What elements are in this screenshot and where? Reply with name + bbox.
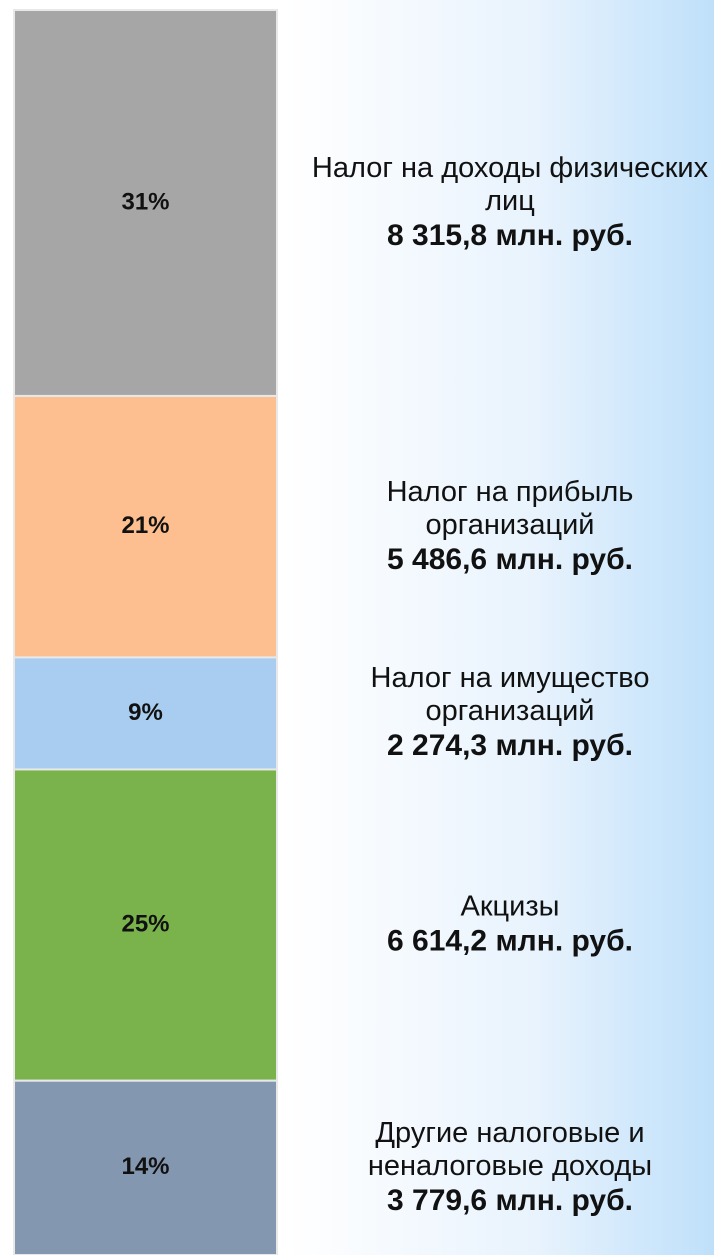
- value-label: 9%: [128, 699, 163, 726]
- segment-label: Налог на прибыль организаций 5 486,6 млн.…: [310, 476, 710, 578]
- bar-segment: [13, 656, 278, 771]
- segment-name: Налог на доходы физических лиц: [311, 151, 709, 217]
- bar-segment: [13, 394, 278, 659]
- segment-amount: 3 779,6 млн. руб.: [387, 1183, 633, 1217]
- value-label: 31%: [121, 188, 169, 215]
- segment-amount: 6 614,2 млн. руб.: [387, 924, 633, 958]
- segment-label: Акцизы 6 614,2 млн. руб.: [310, 891, 710, 960]
- value-label: 25%: [121, 910, 169, 937]
- segment-label: Другие налоговые и неналоговые доходы 3 7…: [310, 1117, 710, 1219]
- segment-name: Налог на прибыль организаций: [386, 475, 634, 541]
- segment-label: Налог на доходы физических лиц 8 315,8 мл…: [310, 152, 710, 254]
- segment-name: Другие налоговые и неналоговые доходы: [367, 1116, 653, 1182]
- segment-label: Налог на имущество организаций 2 274,3 мл…: [310, 662, 710, 764]
- segment-amount: 2 274,3 млн. руб.: [387, 729, 633, 763]
- value-label: 14%: [121, 1153, 169, 1180]
- value-label: 21%: [121, 512, 169, 539]
- segment-name: Налог на имущество организаций: [370, 662, 650, 728]
- bar-segment: [13, 1079, 278, 1255]
- segment-amount: 5 486,6 млн. руб.: [387, 542, 633, 576]
- segment-amount: 8 315,8 млн. руб.: [387, 218, 633, 252]
- segment-name: Акцизы: [460, 890, 560, 923]
- bar-segment: [13, 9, 278, 397]
